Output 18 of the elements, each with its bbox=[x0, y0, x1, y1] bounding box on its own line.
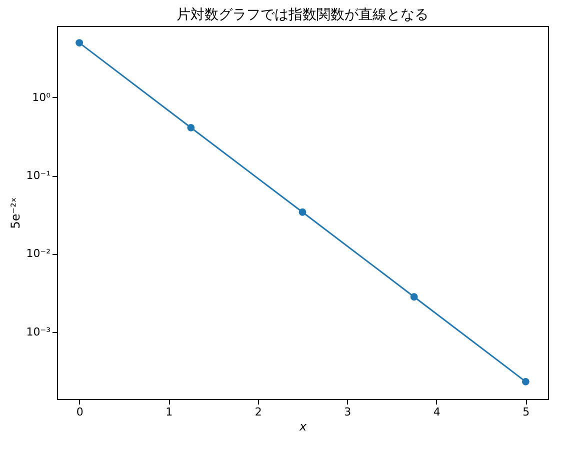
chart-title: 片対数グラフでは指数関数が直線となる bbox=[176, 7, 428, 23]
point bbox=[76, 39, 84, 46]
x-tick-label: 0 bbox=[76, 406, 84, 418]
y-tick-label: 10⁻³ bbox=[26, 325, 50, 338]
x-tick-label: 1 bbox=[166, 406, 173, 418]
x-tick-label: 3 bbox=[344, 406, 352, 418]
y-axis-title: 5e⁻²ˣ bbox=[8, 197, 22, 229]
x-axis-title: x bbox=[298, 420, 308, 434]
point bbox=[187, 124, 195, 132]
point bbox=[410, 293, 418, 301]
y-tick-label: 10⁻² bbox=[26, 247, 50, 260]
point bbox=[522, 378, 530, 386]
x-tick-label: 5 bbox=[522, 406, 530, 418]
point bbox=[298, 208, 306, 216]
x-tick-label: 2 bbox=[254, 406, 262, 418]
x-tick-label: 4 bbox=[433, 406, 440, 418]
y-tick-label: 10⁰ bbox=[32, 90, 52, 104]
y-tick-label: 10⁻¹ bbox=[26, 169, 50, 182]
